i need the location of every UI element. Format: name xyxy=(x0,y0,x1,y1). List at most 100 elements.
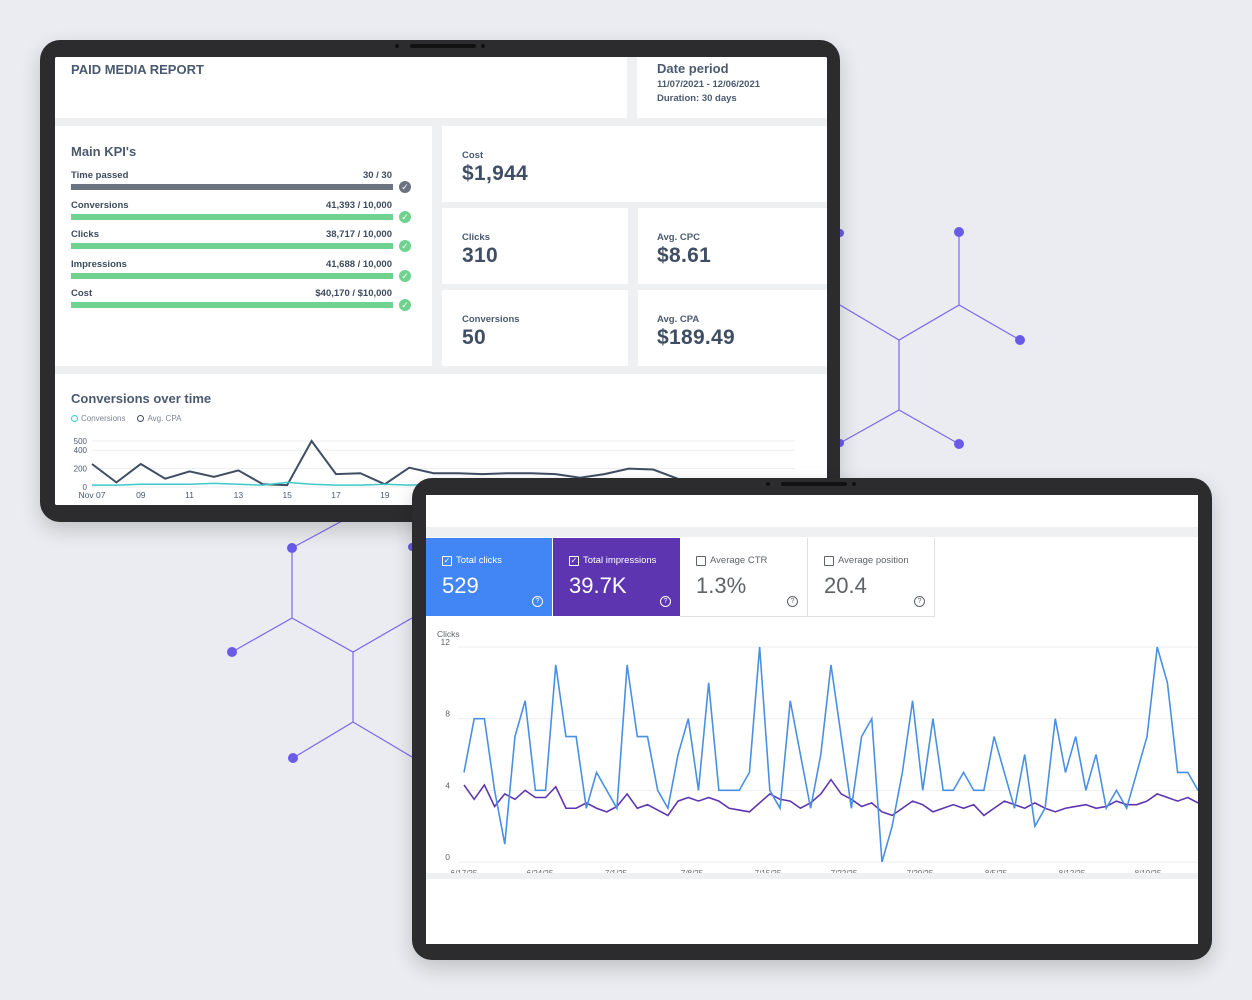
legend-avg-cpa-marker xyxy=(137,415,145,422)
avg-cpc-card: Avg. CPC $8.61 xyxy=(638,208,827,284)
clicks-value: 310 xyxy=(462,244,498,267)
conv-chart-title: Conversions over time xyxy=(71,391,212,406)
help-icon[interactable]: ? xyxy=(787,596,798,607)
x-tick-label: 17 xyxy=(331,490,341,500)
x-tick-label: 15 xyxy=(282,490,292,500)
tile-total-impressions-label: Total impressions xyxy=(583,555,657,566)
kpi-progress-track xyxy=(71,243,393,249)
tile-total-clicks-value: 529 xyxy=(442,573,479,598)
tile-total-impressions-value: 39.7K xyxy=(569,573,627,598)
clicks-card: Clicks 310 xyxy=(442,208,628,284)
conversions-label: Conversions xyxy=(462,314,520,325)
kpi-progress-fill xyxy=(71,213,393,220)
checkbox-checked-icon[interactable]: ✓ xyxy=(442,555,452,566)
kpi-name: Clicks xyxy=(71,229,99,240)
report-title: PAID MEDIA REPORT xyxy=(71,62,204,77)
top-divider xyxy=(426,527,1198,537)
clicks-line-chart: Clicks128406/17/256/24/257/1/257/8/257/1… xyxy=(437,629,1198,877)
kpi-progress-track xyxy=(71,272,393,279)
y-tick-label: 8 xyxy=(445,709,450,719)
check-circle-icon: ✓ xyxy=(399,299,411,311)
y-tick-label: 0 xyxy=(83,483,88,492)
bottom-divider xyxy=(426,873,1198,879)
avg-cpc-label: Avg. CPC xyxy=(657,232,700,243)
x-tick-label: 13 xyxy=(234,490,244,500)
conversions-card: Conversions 50 xyxy=(442,290,628,366)
x-tick-label: 11 xyxy=(185,490,194,500)
help-icon[interactable]: ? xyxy=(532,596,543,607)
duration: Duration: 30 days xyxy=(657,93,737,104)
kpi-name: Impressions xyxy=(71,258,127,270)
conversions-value: 50 xyxy=(462,326,486,349)
tablet-search-console: ✓ Total clicks 529 ? ✓ Total impressions… xyxy=(412,478,1212,960)
x-tick-label: 19 xyxy=(380,490,390,500)
sensor-dot xyxy=(481,44,485,48)
avg-cpa-label: Avg. CPA xyxy=(657,314,700,325)
tile-average-position[interactable]: Average position 20.4 ? xyxy=(808,538,935,617)
checkbox-unchecked-icon[interactable] xyxy=(824,555,834,566)
cost-card: Cost $1,944 xyxy=(442,126,827,202)
x-tick-label: Nov 07 xyxy=(79,490,106,500)
tile-total-clicks-name: ✓ Total clicks xyxy=(442,555,502,566)
tile-total-clicks-label: Total clicks xyxy=(456,555,502,566)
main-kpis-card: Main KPI's Time passed 30 / 30 ✓ Conversion… xyxy=(55,126,432,366)
search-console-screen: ✓ Total clicks 529 ? ✓ Total impressions… xyxy=(426,495,1198,944)
tile-average-ctr[interactable]: Average CTR 1.3% ? xyxy=(680,538,808,617)
camera-bar xyxy=(781,482,847,486)
check-circle-icon: ✓ xyxy=(399,240,411,252)
kpi-name: Time passed xyxy=(71,170,129,181)
avg-cpc-value: $8.61 xyxy=(657,244,712,267)
report-header: PAID MEDIA REPORT xyxy=(55,57,627,118)
tile-average-ctr-label: Average CTR xyxy=(710,555,768,566)
camera-dot xyxy=(766,482,770,486)
tile-average-ctr-name: Average CTR xyxy=(696,555,767,566)
tile-average-position-value: 20.4 xyxy=(824,573,867,598)
kpi-row-conversions: Conversions 41,393 / 10,000 ✓ xyxy=(71,200,413,228)
checkbox-checked-icon[interactable]: ✓ xyxy=(569,555,579,566)
camera-dot xyxy=(395,44,399,48)
series-line-total-clicks xyxy=(463,646,1198,863)
y-tick-label: 0 xyxy=(445,852,450,862)
x-tick-label: 09 xyxy=(136,490,146,500)
check-circle-icon: ✓ xyxy=(399,181,411,193)
conv-chart-legend: Conversions Avg. CPA xyxy=(71,414,181,423)
kpi-value: 30 / 30 xyxy=(362,170,392,181)
kpi-progress-fill xyxy=(71,184,393,190)
kpi-row-time-passed: Time passed 30 / 30 ✓ xyxy=(71,170,413,198)
cost-label: Cost xyxy=(462,150,484,161)
y-tick-label: 12 xyxy=(441,637,451,647)
kpi-progress-fill xyxy=(71,272,393,279)
date-range: 11/07/2021 - 12/06/2021 xyxy=(657,79,761,90)
y-tick-label: 400 xyxy=(74,446,88,455)
tile-total-impressions[interactable]: ✓ Total impressions 39.7K ? xyxy=(553,538,680,616)
y-tick-label: 200 xyxy=(74,465,88,474)
tile-average-ctr-value: 1.3% xyxy=(696,573,747,598)
clicks-label: Clicks xyxy=(462,232,490,243)
kpi-value: 41,393 / 10,000 xyxy=(325,199,392,211)
kpi-progress-fill xyxy=(71,302,393,308)
kpi-progress-track xyxy=(71,213,393,220)
checkbox-unchecked-icon[interactable] xyxy=(696,555,706,566)
sensor-dot xyxy=(852,482,856,486)
check-circle-icon: ✓ xyxy=(399,210,411,223)
kpi-value: 41,688 / 10,000 xyxy=(325,258,392,270)
y-axis-label: Clicks xyxy=(437,629,460,639)
kpi-value: 38,717 / 10,000 xyxy=(325,229,392,240)
help-icon[interactable]: ? xyxy=(914,596,925,607)
check-circle-icon: ✓ xyxy=(399,269,411,282)
tablet-paid-media-report: PAID MEDIA REPORT Date period 11/07/2021… xyxy=(40,40,840,522)
kpi-name: Conversions xyxy=(71,199,129,211)
legend-conversions[interactable]: Conversions xyxy=(71,414,125,423)
tile-average-position-label: Average position xyxy=(838,555,909,566)
cost-value: $1,944 xyxy=(462,162,529,185)
kpi-row-cost: Cost $40,170 / $10,000 ✓ xyxy=(71,288,413,316)
kpi-progress-fill xyxy=(71,243,393,249)
tile-total-clicks[interactable]: ✓ Total clicks 529 ? xyxy=(426,538,552,616)
avg-cpa-card: Avg. CPA $189.49 xyxy=(638,290,827,366)
help-icon[interactable]: ? xyxy=(660,596,671,607)
legend-conversions-marker xyxy=(71,415,78,422)
legend-avg-cpa[interactable]: Avg. CPA xyxy=(137,414,181,423)
kpi-row-impressions: Impressions 41,688 / 10,000 ✓ xyxy=(71,259,413,287)
camera-bar xyxy=(410,44,476,48)
